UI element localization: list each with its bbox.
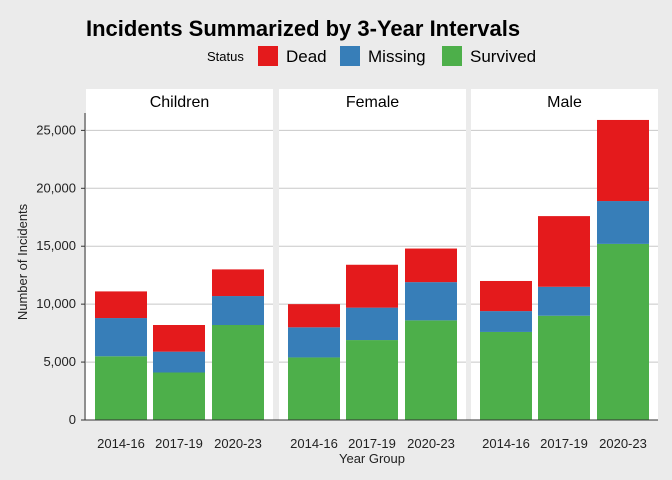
facet-strip [471,89,658,113]
x-tick-label: 2020-23 [214,436,262,451]
y-tick-label: 15,000 [36,238,76,253]
bar-children-2014-16-dead [95,291,147,319]
bar-children-2020-23-missing [212,296,264,326]
legend-label-missing: Missing [368,47,426,66]
facet-label-female: Female [346,94,399,111]
bar-male-2014-16-missing [480,311,532,332]
facet-strip [279,89,466,113]
facet-label-male: Male [547,94,582,111]
facet-label-children: Children [150,94,210,111]
x-tick-label: 2014-16 [97,436,145,451]
bar-female-2020-23-survived [405,320,457,420]
bar-female-2017-19-missing [346,307,398,341]
y-tick-label: 25,000 [36,122,76,137]
legend-label-dead: Dead [286,47,327,66]
bar-children-2014-16-missing [95,318,147,357]
bar-male-2014-16-survived [480,331,532,420]
bar-female-2014-16-survived [288,357,340,420]
x-tick-label: 2017-19 [540,436,588,451]
bar-female-2014-16-missing [288,327,340,358]
bar-male-2020-23-dead [597,119,649,202]
bar-female-2017-19-dead [346,264,398,308]
bar-male-2020-23-survived [597,243,649,420]
legend: Status Dead Missing Survived [207,46,536,66]
facet-female: Female [279,89,466,420]
bar-children-2020-23-dead [212,269,264,297]
x-tick-label: 2014-16 [482,436,530,451]
bar-male-2020-23-missing [597,201,649,244]
bar-children-2017-19-dead [153,325,205,352]
legend-swatch-dead [258,46,278,66]
bar-female-2017-19-survived [346,340,398,420]
facet-children: Children [86,89,273,420]
legend-title: Status [207,49,244,64]
y-tick-label: 20,000 [36,180,76,195]
x-tick-label: 2017-19 [155,436,203,451]
chart-title: Incidents Summarized by 3-Year Intervals [86,16,520,41]
bar-children-2017-19-survived [153,372,205,420]
legend-swatch-missing [340,46,360,66]
y-tick-label: 5,000 [43,354,76,369]
y-axis-title: Number of Incidents [15,203,30,320]
bar-children-2017-19-missing [153,351,205,373]
bar-male-2017-19-survived [538,315,590,420]
legend-label-survived: Survived [470,47,536,66]
bar-male-2017-19-missing [538,286,590,316]
x-tick-label: 2020-23 [407,436,455,451]
bar-male-2014-16-dead [480,280,532,312]
bar-male-2017-19-dead [538,216,590,287]
facet-male: Male [471,89,658,420]
x-tick-label: 2017-19 [348,436,396,451]
y-tick-label: 0 [69,412,76,427]
bar-children-2020-23-survived [212,325,264,420]
x-axis-title: Year Group [339,451,405,466]
x-tick-label: 2020-23 [599,436,647,451]
facet-strip [86,89,273,113]
bar-female-2014-16-dead [288,304,340,328]
bar-female-2020-23-dead [405,248,457,283]
legend-swatch-survived [442,46,462,66]
bar-children-2014-16-survived [95,356,147,420]
y-tick-label: 10,000 [36,296,76,311]
x-tick-label: 2014-16 [290,436,338,451]
bar-female-2020-23-missing [405,282,457,321]
